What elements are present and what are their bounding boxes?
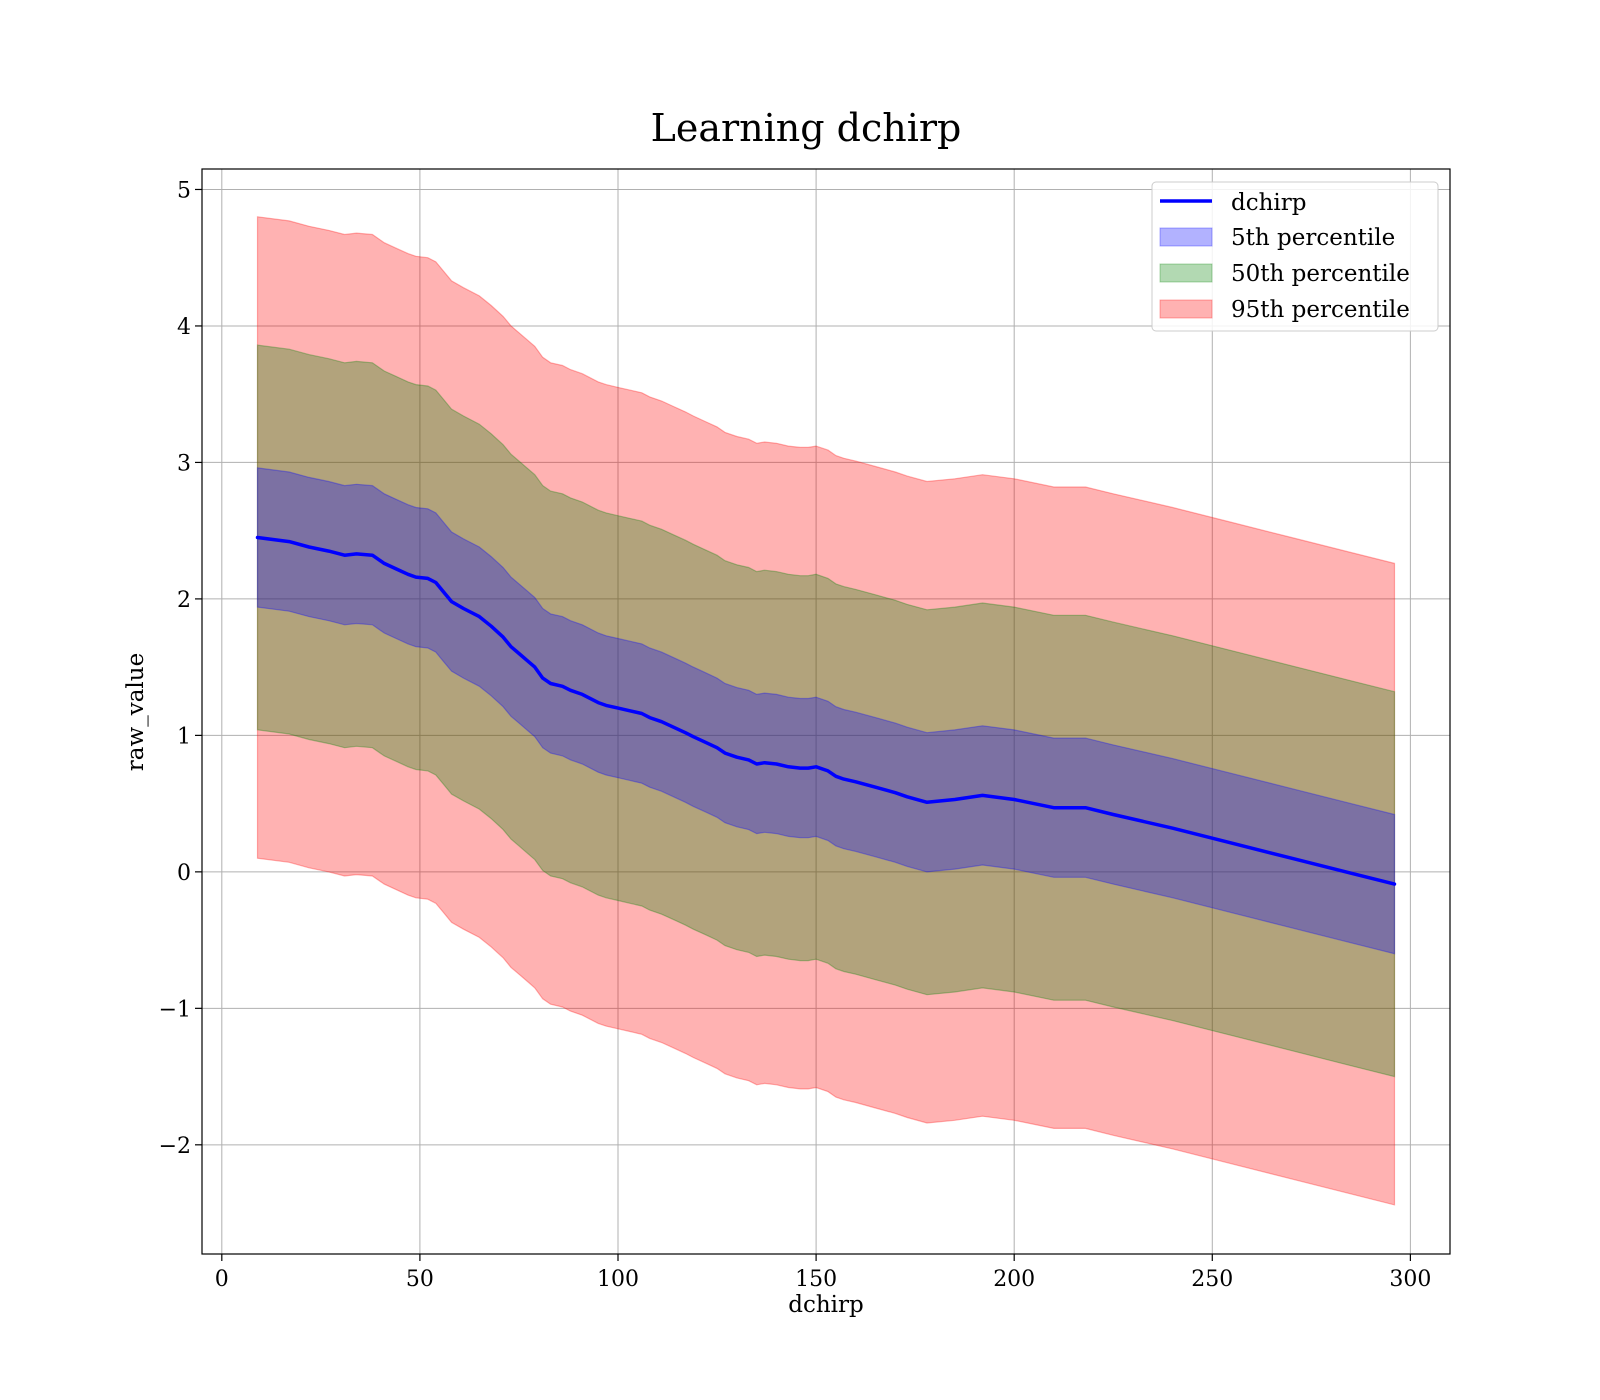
legend-swatch-95th-percentile xyxy=(1159,299,1213,319)
x-tick-label: 200 xyxy=(993,1267,1035,1292)
y-tick-label: −1 xyxy=(159,997,191,1022)
legend-label-50th-percentile: 50th percentile xyxy=(1231,261,1410,287)
y-tick-label: 0 xyxy=(177,861,191,886)
band-95th-percentile xyxy=(256,216,1396,1206)
x-tick-label: 250 xyxy=(1191,1267,1233,1292)
y-tick-label: 3 xyxy=(177,451,191,476)
y-tick-label: 5 xyxy=(177,178,191,203)
legend-swatch-50th-percentile xyxy=(1159,263,1213,283)
x-tick-label: 300 xyxy=(1389,1267,1431,1292)
x-tick-label: 150 xyxy=(795,1267,837,1292)
chart-title: Learning dchirp xyxy=(651,106,962,150)
y-tick-label: 4 xyxy=(177,315,191,340)
legend-swatch-5th-percentile xyxy=(1159,227,1213,247)
y-tick-label: −2 xyxy=(159,1134,191,1159)
band-5th-percentile xyxy=(256,467,1396,955)
percentile-bands xyxy=(256,216,1396,1206)
series-lines xyxy=(255,535,1397,886)
plot-frame xyxy=(201,168,1451,1255)
band-50th-percentile xyxy=(256,344,1396,1078)
y-tick-label: 2 xyxy=(177,588,191,613)
legend-label-dchirp: dchirp xyxy=(1231,190,1307,216)
x-tick-label: 100 xyxy=(597,1267,639,1292)
legend-label-5th-percentile: 5th percentile xyxy=(1231,225,1395,251)
series-line-dchirp xyxy=(255,535,1397,886)
legend-label-95th-percentile: 95th percentile xyxy=(1231,297,1410,323)
legend-box xyxy=(1151,181,1439,332)
y-axis-label: raw_value xyxy=(123,653,149,771)
x-tick-label: 0 xyxy=(215,1267,229,1292)
x-tick-label: 50 xyxy=(406,1267,434,1292)
x-axis-label: dchirp xyxy=(788,1292,864,1318)
x-axis-ticks: 0 50 100 150 200 250 300 xyxy=(215,1254,1431,1292)
legend: dchirp 5th percentile 50th percentile 95… xyxy=(1151,181,1439,332)
y-tick-label: 1 xyxy=(177,724,191,749)
y-axis-ticks: −2 −1 0 1 2 3 4 5 xyxy=(159,178,202,1159)
